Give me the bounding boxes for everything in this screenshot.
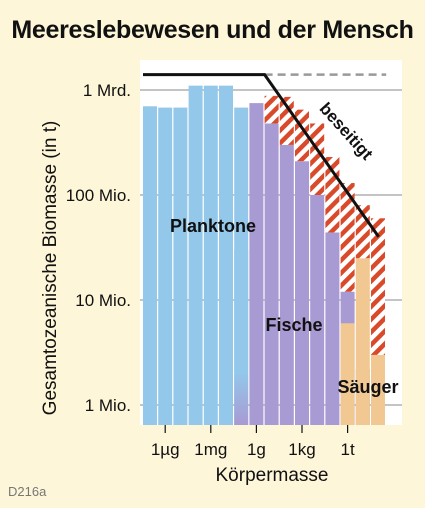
y-tick-label: 100 Mio.	[66, 186, 131, 205]
bar-planktone	[158, 107, 173, 426]
removed-biomass-bar	[264, 95, 279, 124]
bar-säuger	[371, 354, 385, 425]
y-axis-label: Gesamtozeanische Biomasse (in t)	[40, 121, 61, 416]
group-label-planktone: Planktone	[170, 216, 256, 236]
removed-biomass-layer	[264, 95, 385, 355]
chart-title: Meereslebewesen und der Mensch	[11, 16, 414, 44]
x-tick-label: 1µg	[151, 440, 180, 459]
bar-planktone	[203, 85, 218, 425]
y-tick-label: 1 Mio.	[85, 396, 131, 415]
bar-säuger	[355, 258, 370, 425]
bar-planktone	[173, 107, 188, 426]
x-tick-labels: 1µg 1mg 1g 1kg 1t	[151, 425, 355, 459]
figure-code: D216a	[8, 484, 47, 499]
bar-planktone	[188, 85, 203, 425]
bar-fische	[325, 232, 340, 425]
x-axis-label: Körpermasse	[216, 465, 329, 486]
reference-lines	[143, 73, 387, 238]
bar-säuger	[340, 323, 355, 425]
removed-biomass-bar	[325, 157, 340, 233]
bar-fische	[249, 103, 264, 426]
bar-fische	[234, 249, 249, 425]
group-label-fische: Fische	[265, 315, 322, 335]
bar-fische	[295, 161, 309, 425]
removed-biomass-bar	[310, 123, 325, 195]
bar-planktone	[219, 85, 233, 425]
y-tick-label: 1 Mrd.	[83, 81, 131, 100]
removed-biomass-bar	[371, 218, 385, 355]
pre-human-biomass-line	[143, 73, 380, 238]
y-tick-labels: 1 Mio. 10 Mio. 100 Mio. 1 Mrd.	[66, 81, 131, 415]
removed-biomass-bar	[340, 183, 355, 292]
x-tick-label: 1t	[341, 440, 355, 459]
y-tick-label: 10 Mio.	[75, 291, 131, 310]
bar-fische	[264, 123, 279, 426]
bar-fische	[310, 195, 325, 425]
bar-fische	[279, 144, 294, 425]
x-tick-label: 1kg	[288, 440, 315, 459]
group-label-saeuger: Säuger	[337, 377, 398, 397]
x-tick-label: 1g	[247, 440, 266, 459]
bars-layer	[143, 85, 385, 426]
x-tick-label: 1mg	[194, 440, 227, 459]
bar-planktone	[143, 106, 157, 425]
